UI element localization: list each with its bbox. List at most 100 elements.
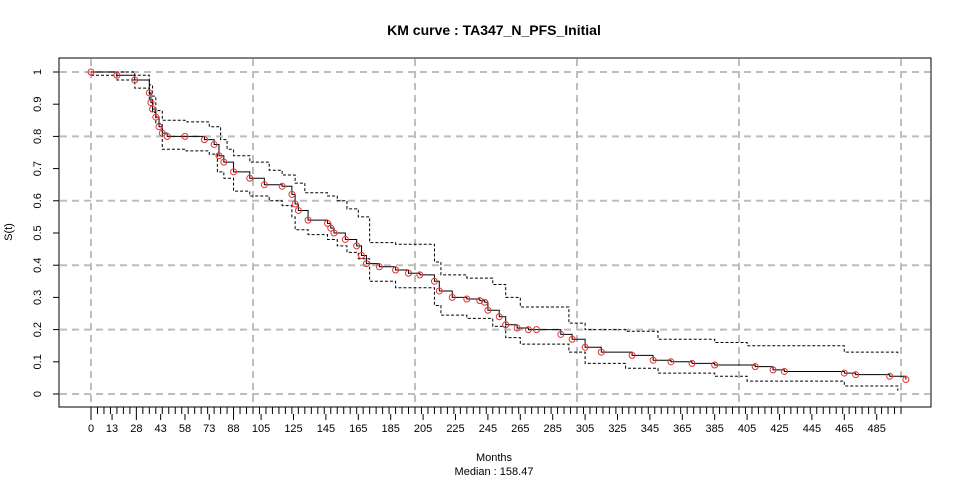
censor-marker [840,369,848,377]
km-lower-ci-line [91,74,899,391]
x-tick-label: 205 [414,423,432,435]
censor-marker [358,252,366,260]
censor-marker [902,376,910,384]
plot-area: 0 13 28 43 58 73 88 105 125 145 165 185 205 225 245 265… [32,57,932,435]
x-tick-label: 485 [868,423,886,435]
censor-marker [278,182,286,190]
y-tick-label: 0.2 [32,322,44,337]
censor-marker [484,306,492,314]
censor-marker [581,343,589,351]
x-tick-label: 285 [544,423,562,435]
censor-marker [448,293,456,301]
censor-marker [416,271,424,279]
censor-marker [628,351,636,359]
x-tick-label: 265 [511,423,529,435]
censor-marker [362,260,370,268]
censor-marker [87,68,95,76]
censor-marker [597,348,605,356]
y-tick-label: 0.8 [32,129,44,144]
y-tick-label: 0.7 [32,161,44,176]
censor-marker [158,129,166,137]
censor-marker [147,99,155,107]
censor-marker [568,335,576,343]
censor-marker [533,326,540,334]
x-tick-label: 88 [227,423,239,435]
censor-marker [131,76,139,84]
censor-marker [181,132,189,140]
censor-marker [304,216,312,224]
chart-title: KM curve : TA347_N_PFS_Initial [387,22,601,38]
x-tick-label: 445 [803,423,821,435]
censor-marker [667,358,675,366]
x-tick-label: 73 [203,423,215,435]
y-tick-label: 1 [32,69,44,75]
censor-marker [152,113,160,121]
censor-marker [513,324,521,332]
y-tick-label: 0.1 [32,354,44,369]
censor-marker [260,181,268,189]
censor-marker [711,361,719,369]
y-tick-label: 0.4 [32,258,44,273]
x-tick-label: 0 [88,423,94,435]
censor-marker [780,367,788,375]
censor-marker [353,242,361,250]
censor-marker [113,71,121,79]
censor-marker [435,287,443,295]
censor-marker [688,359,696,367]
censor-marker [481,298,489,306]
censor-marker [476,297,484,305]
x-tick-label: 385 [706,423,724,435]
censor-marker [430,277,438,285]
x-axis-label: Months [476,452,513,464]
censor-marker [649,356,657,364]
x-tick-label: 105 [252,423,270,435]
x-tick-label: 365 [673,423,691,435]
median-label: Median : 158.47 [455,466,534,478]
plot-frame [58,57,932,408]
x-tick-label: 125 [284,423,302,435]
censor-marker [155,123,163,131]
y-axis-label: S(t) [3,223,15,241]
censor-marker [145,89,153,97]
y-tick-label: 0.6 [32,193,44,208]
y-tick-label: 0.9 [32,97,44,112]
censor-marker [375,263,383,271]
censor-marker [210,140,218,148]
censor-marker [327,224,335,232]
censor-marker [852,371,860,379]
censor-marker [230,168,238,176]
y-tick-label: 0.5 [32,225,44,240]
censor-marker [294,206,302,214]
x-tick-label: 225 [446,423,464,435]
censor-marker [324,219,332,227]
y-tick-label: 0 [32,391,44,397]
censor-marker [149,105,157,113]
censor-marker [246,174,254,182]
censor-marker [502,321,510,329]
censor-marker [330,229,338,237]
x-tick-label: 465 [835,423,853,435]
censor-marker [495,313,503,321]
censor-marker [405,269,413,277]
x-tick-label: 305 [576,423,594,435]
x-tick-label: 325 [608,423,626,435]
censor-marker [200,136,208,144]
x-tick-label: 345 [641,423,659,435]
x-tick-label: 58 [179,423,191,435]
censor-marker [163,132,171,140]
censor-marker [288,190,296,198]
x-tick-label: 425 [770,423,788,435]
censor-marker [463,295,471,303]
censor-marker [341,235,349,243]
censor-marker [751,363,759,371]
censor-marker [769,366,777,374]
x-tick-label: 13 [106,423,118,435]
censor-marker [220,158,228,166]
x-tick-label: 405 [738,423,756,435]
censor-marker [215,152,223,160]
x-tick-label: 145 [317,423,335,435]
censor-marker [524,326,532,334]
censor-marker [291,200,299,208]
